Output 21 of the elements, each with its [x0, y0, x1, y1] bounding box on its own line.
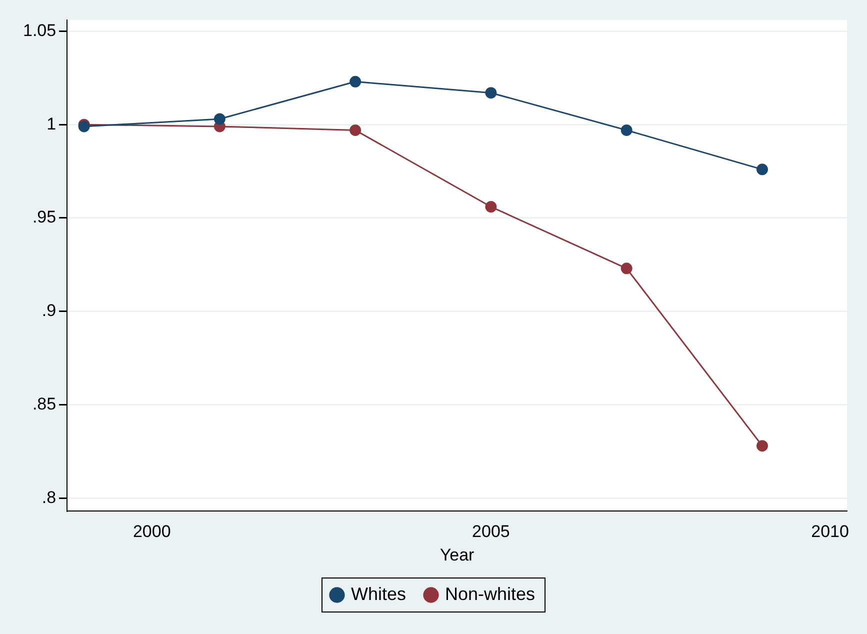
x-axis-title: Year [440, 545, 475, 564]
y-tick-label: 1.05 [22, 20, 56, 40]
point [350, 124, 362, 136]
y-tick-label: .85 [32, 394, 56, 414]
point [756, 164, 768, 176]
x-tick-label: 2010 [811, 522, 849, 542]
y-tick-label: .9 [42, 301, 56, 320]
point [756, 440, 768, 452]
point [350, 76, 362, 88]
point [620, 124, 632, 136]
x-tick-label: 2000 [132, 522, 171, 542]
y-tick-label: .95 [32, 208, 56, 227]
y-tick-label: .8 [42, 488, 56, 507]
point [485, 201, 497, 213]
legend-label: Whites [350, 584, 406, 604]
legend-label: Non-whites [444, 584, 536, 604]
point [620, 262, 632, 274]
x-tick-label: 2005 [472, 522, 510, 542]
point [214, 113, 226, 125]
y-tick-label: 1 [46, 114, 56, 134]
point [485, 87, 497, 99]
